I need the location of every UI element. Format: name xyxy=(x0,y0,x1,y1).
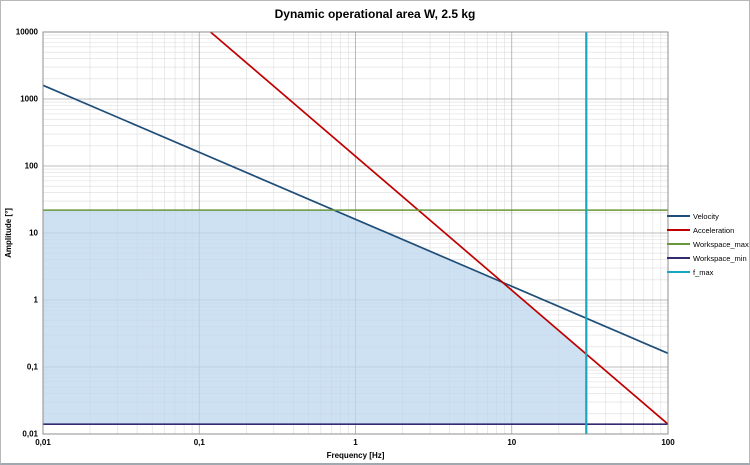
f-max-line-swatch-icon xyxy=(667,271,690,273)
x-tick-label: 1 xyxy=(353,438,358,447)
y-tick-label: 10000 xyxy=(16,28,39,37)
y-tick-label: 100 xyxy=(25,162,39,171)
legend: Velocity Acceleration Workspace_max Work… xyxy=(667,211,749,277)
y-tick-label: 1 xyxy=(34,296,39,305)
workspace-min-line-swatch-icon xyxy=(667,257,690,259)
acceleration-line-swatch-icon xyxy=(667,229,690,231)
legend-item-f-max: f_max xyxy=(667,267,749,277)
legend-label: Workspace_min xyxy=(693,253,747,263)
series-line-acceleration xyxy=(209,31,669,425)
y-axis-title: Amplitude [°] xyxy=(4,208,13,258)
y-tick-label: 1000 xyxy=(20,95,38,104)
legend-item-workspace-max: Workspace_max xyxy=(667,239,749,249)
x-tick-label: 100 xyxy=(661,438,675,447)
legend-label: Workspace_max xyxy=(693,239,749,249)
x-tick-label: 0,01 xyxy=(35,438,51,447)
legend-label: Acceleration xyxy=(693,225,735,235)
x-tick-label: 10 xyxy=(507,438,516,447)
y-tick-label: 10 xyxy=(29,229,38,238)
y-tick-label: 0,1 xyxy=(27,363,39,372)
y-tick-label: 0,01 xyxy=(22,430,38,439)
legend-label: Velocity xyxy=(693,211,719,221)
operational-area-fill xyxy=(43,210,587,425)
plot-border xyxy=(42,31,669,435)
x-axis-title: Frequency [Hz] xyxy=(327,451,385,460)
x-tick-label: 0,1 xyxy=(194,438,206,447)
legend-item-velocity: Velocity xyxy=(667,211,749,221)
legend-item-acceleration: Acceleration xyxy=(667,225,749,235)
velocity-line-swatch-icon xyxy=(667,215,690,217)
legend-label: f_max xyxy=(693,267,714,277)
legend-item-workspace-min: Workspace_min xyxy=(667,253,749,263)
workspace-max-line-swatch-icon xyxy=(667,243,690,245)
series-line-velocity xyxy=(42,84,669,355)
chart-title: Dynamic operational area W, 2.5 kg xyxy=(274,7,476,21)
